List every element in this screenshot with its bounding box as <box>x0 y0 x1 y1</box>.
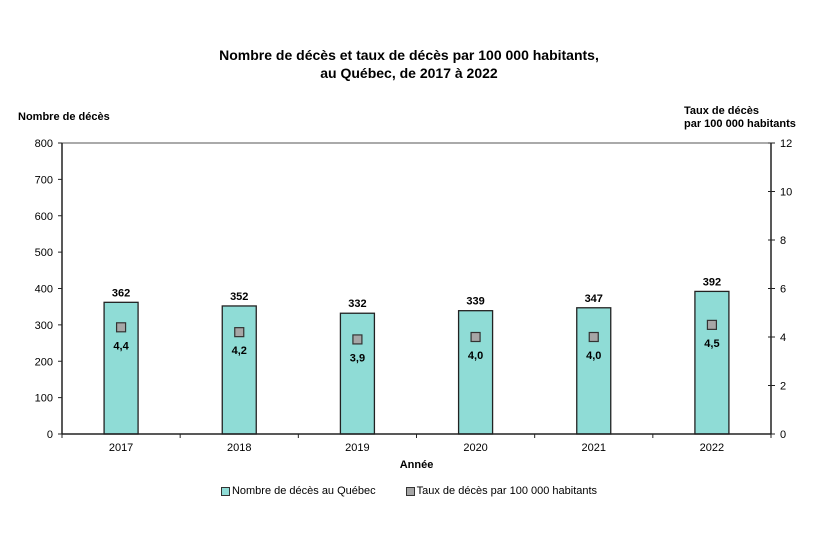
legend-item-deaths: Nombre de décès au Québec <box>220 485 376 497</box>
x-tick-label-2020: 2020 <box>463 442 487 454</box>
bar-value-label-2021: 347 <box>585 293 603 305</box>
rate-marker-2021 <box>588 331 599 343</box>
legend: Nombre de décès au Québec Taux de décès … <box>0 485 818 497</box>
y2-tick-label: 10 <box>780 187 792 199</box>
rate-value-label-2022: 4,5 <box>704 338 719 350</box>
rate-value-label-2018: 4,2 <box>232 345 247 357</box>
legend-label-rate: Taux de décès par 100 000 habitants <box>416 485 598 497</box>
bar-2021 <box>576 307 612 435</box>
y-tick-label: 0 <box>47 429 53 441</box>
y-tick-label: 200 <box>35 356 53 368</box>
y2-tick-label: 8 <box>780 235 786 247</box>
legend-swatch-rate <box>405 486 415 496</box>
bar-2018 <box>221 305 257 435</box>
y-tick-label: 600 <box>35 211 53 223</box>
x-tick-label-2019: 2019 <box>345 442 369 454</box>
rate-value-label-2019: 3,9 <box>350 352 365 364</box>
x-tick-label-2018: 2018 <box>227 442 251 454</box>
rate-marker-2020 <box>470 331 481 343</box>
rate-value-label-2021: 4,0 <box>586 350 601 362</box>
bar-value-label-2020: 339 <box>466 296 484 308</box>
x-tick-label-2022: 2022 <box>700 442 724 454</box>
bar-2019 <box>339 312 376 435</box>
y-tick-label: 800 <box>35 138 53 150</box>
bar-value-label-2022: 392 <box>703 276 721 288</box>
chart-subtitle: au Québec, de 2017 à 2022 <box>320 65 498 81</box>
y-axis-title: Nombre de décès <box>18 111 110 123</box>
rate-value-label-2017: 4,4 <box>113 340 129 352</box>
y2-tick-label: 2 <box>780 381 786 393</box>
chart-title: Nombre de décès et taux de décès par 100… <box>219 47 599 63</box>
y2-tick-label: 6 <box>780 284 786 296</box>
bar-value-label-2017: 362 <box>112 287 130 299</box>
y-tick-label: 300 <box>35 320 53 332</box>
y-tick-label: 500 <box>35 247 53 259</box>
y-tick-label: 400 <box>35 284 53 296</box>
legend-item-rate: Taux de décès par 100 000 habitants <box>405 485 598 497</box>
x-tick-label-2017: 2017 <box>109 442 133 454</box>
y2-tick-label: 0 <box>780 429 786 441</box>
bar-value-label-2018: 352 <box>230 291 248 303</box>
y-tick-label: 100 <box>35 393 53 405</box>
legend-swatch-deaths <box>220 486 230 496</box>
rate-marker-2019 <box>352 334 363 345</box>
y-tick-label: 700 <box>35 174 53 186</box>
y2-tick-label: 12 <box>780 138 792 150</box>
x-axis-title: Année <box>400 459 434 471</box>
rate-marker-2018 <box>234 327 245 338</box>
bar-2017 <box>103 301 139 435</box>
legend-label-deaths: Nombre de décès au Québec <box>231 485 376 497</box>
bar-2020 <box>457 310 494 435</box>
y2-axis-title-line1: Taux de décès <box>684 105 759 117</box>
x-tick-label-2021: 2021 <box>582 442 606 454</box>
bar-value-label-2019: 332 <box>348 298 366 310</box>
bar-2022 <box>694 290 730 435</box>
y2-tick-label: 4 <box>780 332 786 344</box>
rate-marker-2022 <box>706 319 718 330</box>
y2-axis-title-line2: par 100 000 habitants <box>684 118 796 130</box>
rate-value-label-2020: 4,0 <box>468 350 483 362</box>
rate-marker-2017 <box>115 322 127 333</box>
